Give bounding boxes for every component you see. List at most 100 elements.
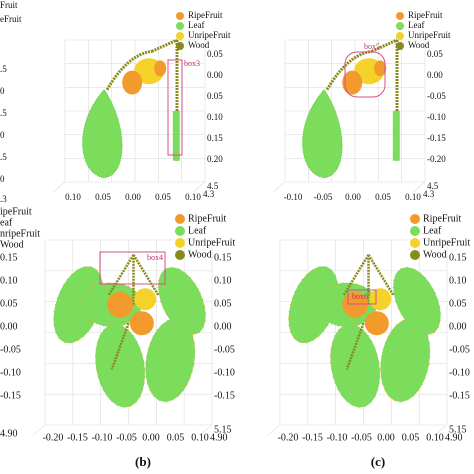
legend-marker xyxy=(176,42,184,50)
ripe-fruit xyxy=(107,291,134,318)
legend-marker xyxy=(396,32,404,40)
legend-marker xyxy=(410,226,420,236)
x-tick-label: 0.00 xyxy=(345,192,361,202)
box-outline xyxy=(347,289,377,305)
axis-line xyxy=(32,424,46,436)
x-tick-label: 0.05 xyxy=(375,192,391,202)
y-tick-label: -0.10 xyxy=(449,367,470,378)
fragment-text: ipeFruit xyxy=(0,206,32,217)
ripe-fruit xyxy=(364,311,389,336)
y-tick-label: -0.15 xyxy=(449,390,470,401)
legend-marker xyxy=(176,32,184,40)
axis-line xyxy=(192,181,206,193)
legend-label: Wood xyxy=(423,249,447,260)
y-tick-label: 0.05 xyxy=(207,91,223,101)
x-tick-label: 0.05 xyxy=(155,192,171,202)
leaf xyxy=(82,88,123,179)
leaf xyxy=(392,111,400,161)
fragment-tick: -0.15 xyxy=(0,390,21,401)
axis-line xyxy=(199,424,213,436)
y-tick-label: 0.05 xyxy=(449,298,467,309)
fragment-tick: 0.05 xyxy=(0,298,18,309)
fragment-tick: .5 xyxy=(0,152,7,162)
x-tick-label: 0.10 xyxy=(426,432,444,443)
legend-label: Leaf xyxy=(408,20,424,30)
x-tick-label: -0.10 xyxy=(284,192,303,202)
legend-label: RipeFruit xyxy=(423,213,462,224)
corner-label: 4.5 xyxy=(207,181,219,191)
legend-marker xyxy=(410,238,420,248)
panel: box3 0.05 0.00 0.05 0.10 0.15 0.20 0.10 0.05 0.00… xyxy=(52,10,231,202)
axis-line xyxy=(412,181,426,193)
fragment-tick: 0 xyxy=(0,86,5,96)
box-label: box3 xyxy=(184,59,200,68)
x-tick-label: 0.00 xyxy=(377,432,395,443)
ripe-fruit xyxy=(342,291,369,318)
y-tick-label: 0.00 xyxy=(214,321,232,332)
leaf xyxy=(94,323,146,408)
corner-label: 4.3 xyxy=(423,189,435,199)
legend-label: Leaf xyxy=(423,225,442,236)
leaf xyxy=(380,318,431,403)
unripe-fruit xyxy=(369,288,392,311)
fragment-tick: 0.15 xyxy=(0,252,18,263)
y-tick-label: 0.15 xyxy=(449,252,467,263)
fragment-text: eFruit xyxy=(0,14,22,24)
ripe-fruit xyxy=(374,60,387,77)
corner-label: 4.90 xyxy=(210,432,228,443)
fragment-tick: .5 xyxy=(0,64,7,74)
ripe-fruit xyxy=(122,70,143,95)
corner-label: 4.3 xyxy=(203,189,215,199)
legend-marker xyxy=(410,214,420,224)
y-tick-label: 0.00 xyxy=(207,70,223,80)
legend-label: UnripeFruit xyxy=(188,30,231,40)
y-tick-label: 0.15 xyxy=(207,133,223,143)
fragment-tick: 0 xyxy=(0,174,5,184)
y-tick-label: 0.10 xyxy=(214,275,232,286)
axis-line xyxy=(272,181,286,193)
fragment-text: nripeFruit xyxy=(0,228,40,239)
box-outline xyxy=(344,51,386,98)
y-tick-label: 0.05 xyxy=(207,49,223,59)
legend-label: UnripeFruit xyxy=(188,237,235,248)
corner-label: 5.15 xyxy=(214,424,232,435)
x-tick-label: 0.00 xyxy=(125,192,141,202)
fragment-text: eaf xyxy=(0,217,13,228)
legend-marker xyxy=(175,214,185,224)
legend-label: Leaf xyxy=(188,225,207,236)
box-outline xyxy=(167,59,183,156)
fragment-tick: -0.10 xyxy=(0,367,21,378)
y-tick-label: 0.10 xyxy=(449,275,467,286)
box-label: box6 xyxy=(352,292,368,301)
leaf xyxy=(157,266,207,336)
legend-label: Wood xyxy=(408,40,430,50)
y-tick-label: 0.10 xyxy=(207,112,223,122)
legend-marker xyxy=(396,42,404,50)
legend-label: Wood xyxy=(188,40,210,50)
axis-line xyxy=(267,424,281,436)
x-tick-label: -0.05 xyxy=(314,192,333,202)
leaf xyxy=(145,318,196,403)
legend-marker xyxy=(176,22,184,30)
ripe-fruit xyxy=(129,311,154,336)
x-tick-label: -0.15 xyxy=(302,432,323,443)
legend-label: Wood xyxy=(188,249,212,260)
caption: (c) xyxy=(371,454,385,469)
y-tick-label: -0.15 xyxy=(214,390,235,401)
y-tick-label: 0.05 xyxy=(427,49,443,59)
fragment-text: Fruit xyxy=(0,0,18,10)
x-tick-label: 0.05 xyxy=(402,432,420,443)
y-tick-label: 0.00 xyxy=(427,70,443,80)
legend-label: UnripeFruit xyxy=(423,237,470,248)
leaf xyxy=(329,323,381,408)
legend-label: UnripeFruit xyxy=(408,30,451,40)
x-tick-label: 0.05 xyxy=(167,432,185,443)
y-tick-label: -0.05 xyxy=(427,91,446,101)
legend-marker xyxy=(175,226,185,236)
fragment-tick: 0.10 xyxy=(0,275,18,286)
fragment-tick: -0.05 xyxy=(0,344,21,355)
y-tick-label: 0.00 xyxy=(449,321,467,332)
fragment-tick: .3 xyxy=(0,194,7,204)
leaf xyxy=(392,266,442,336)
